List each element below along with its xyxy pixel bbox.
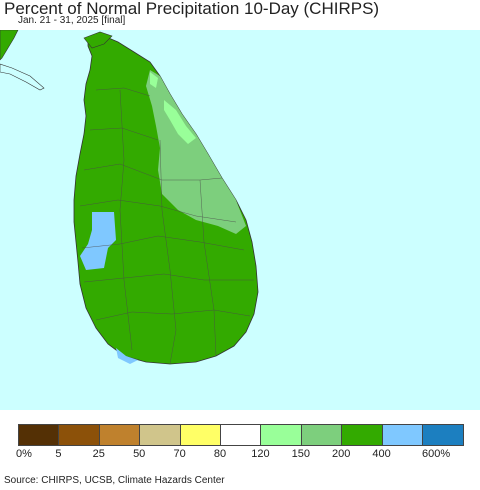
legend-tick-label: 120 [251,448,270,460]
legend-tick-label: 5 [55,448,62,460]
legend-tick-label: 0% [16,448,32,460]
legend-swatch [382,425,423,445]
legend-swatch [301,425,343,445]
map-subtitle: Jan. 21 - 31, 2025 [final] [18,15,126,26]
map-title: Percent of Normal Precipitation 10-Day (… [4,0,380,18]
legend-swatch [261,425,302,445]
legend-swatch [342,425,383,445]
legend-tick-label: 200 [332,448,351,460]
india-coast-islands [0,63,45,91]
legend-tick-label: 400 [372,448,391,460]
district-boundaries [79,87,254,365]
legend-tick-label: 50 [133,448,146,460]
legend-tick-label: 70 [173,448,186,460]
sri-lanka-landmass [73,35,259,365]
legend-swatch [220,425,262,445]
legend-tick-label: 25 [92,448,105,460]
india-coast [0,30,19,61]
zone-400-600-south [116,348,138,364]
legend-swatch [59,425,100,445]
zone-120-150 [164,100,196,144]
legend-swatch [140,425,181,445]
jaffna-peninsula [83,31,113,49]
zone-400-600-west [80,212,116,270]
precipitation-map [0,30,480,410]
zone-120-150-b [150,72,158,88]
legend-tick-label: 80 [213,448,227,460]
legend-swatch [422,425,464,445]
legend-swatch [180,425,221,445]
legend-tick-label: 150 [291,448,310,460]
legend-swatch [99,425,141,445]
legend-color-bar [18,424,465,446]
source-credit: Source: CHIRPS, UCSB, Climate Hazards Ce… [4,475,225,486]
legend-swatch [19,425,60,445]
legend-tick-label: 600% [422,448,451,460]
